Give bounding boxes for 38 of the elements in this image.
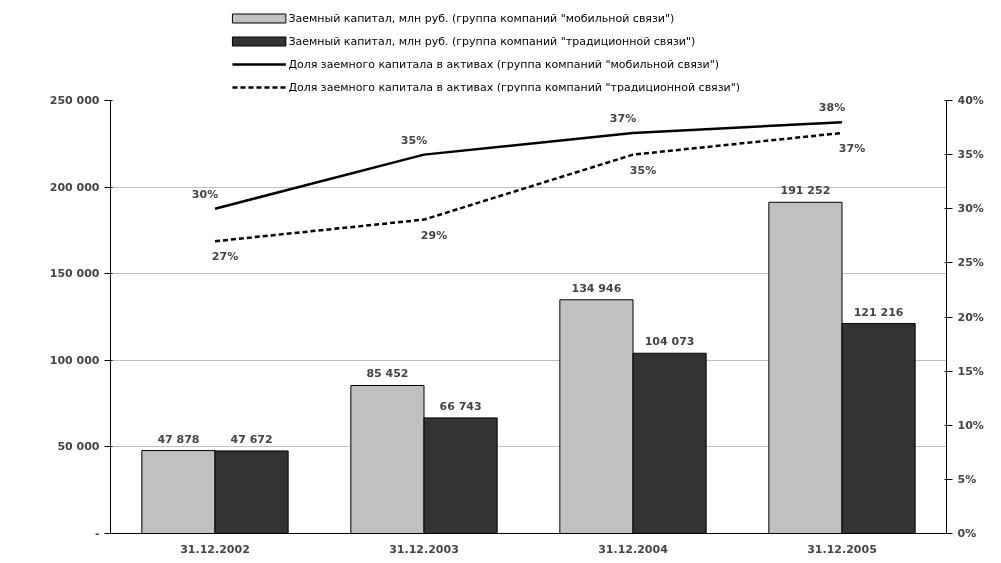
legend-label: Заемный капитал, млн руб. (группа компаний "традиционной связи"): [288, 35, 696, 48]
y-tick-label: -: [94, 527, 100, 540]
y2-tick-label: 5%: [957, 472, 977, 486]
data-label: 191 252: [780, 184, 831, 198]
data-label: 47 878: [157, 432, 200, 446]
x-tick-label: 31.12.2003: [389, 542, 459, 556]
x-tick-label: 31.12.2005: [807, 542, 877, 556]
data-label: 38%: [818, 101, 846, 115]
data-label: 134 946: [571, 281, 622, 295]
x-tick-label: 31.12.2004: [598, 542, 669, 556]
y2-tick-label: 20%: [957, 310, 984, 324]
data-label: 37%: [609, 111, 637, 125]
y2-tick-label: 10%: [957, 418, 984, 432]
legend-label: Заемный капитал, млн руб. (группа компаний "мобильной связи"): [288, 12, 675, 25]
y2-tick-label: 35%: [957, 148, 984, 162]
y2-tick-label: 30%: [957, 202, 984, 216]
y2-tick-label: 0%: [957, 527, 977, 540]
data-label: 29%: [420, 228, 448, 242]
data-label: 104 073: [644, 335, 695, 349]
y-tick-label: 100 000: [49, 353, 100, 367]
data-label: 85 452: [366, 367, 409, 381]
data-label: 27%: [211, 250, 239, 264]
y-tick-label: 250 000: [49, 94, 100, 107]
data-label: 121 216: [853, 305, 904, 319]
y-tick-label: 150 000: [49, 267, 100, 281]
data-label: 35%: [400, 133, 428, 147]
data-label: 30%: [191, 187, 219, 201]
data-label: 47 672: [230, 432, 273, 446]
y2-tick-label: 25%: [957, 256, 984, 270]
data-label: 35%: [629, 163, 657, 177]
y2-tick-label: 15%: [957, 364, 984, 378]
y-tick-label: 50 000: [57, 440, 100, 454]
y2-tick-label: 40%: [957, 94, 984, 107]
x-tick-label: 31.12.2002: [180, 542, 250, 556]
data-label: 66 743: [439, 399, 482, 413]
legend-label: Доля заемного капитала в активах (группа компаний "мобильной связи"): [288, 58, 720, 71]
y-tick-label: 200 000: [49, 180, 100, 194]
data-label: 37%: [838, 141, 866, 155]
